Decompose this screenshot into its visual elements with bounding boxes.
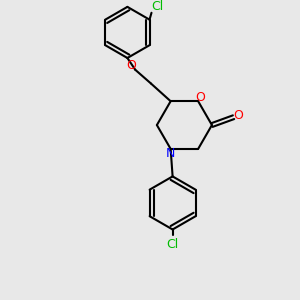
Text: N: N bbox=[166, 147, 175, 160]
Text: O: O bbox=[195, 91, 205, 104]
Text: O: O bbox=[233, 109, 243, 122]
Text: Cl: Cl bbox=[151, 0, 164, 14]
Text: O: O bbox=[126, 59, 136, 72]
Text: Cl: Cl bbox=[167, 238, 179, 251]
